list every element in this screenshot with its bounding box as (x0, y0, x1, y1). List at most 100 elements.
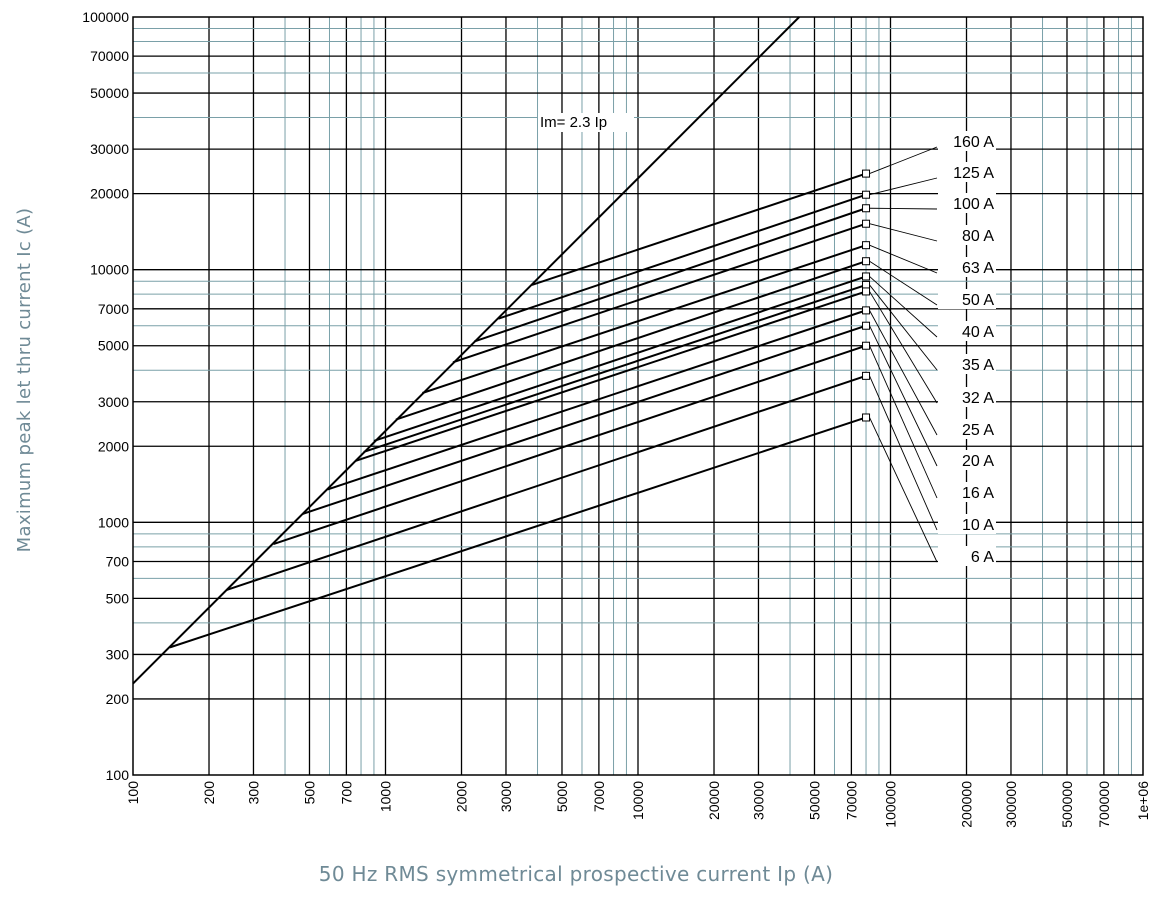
x-tick-label: 700 (338, 781, 354, 805)
x-tick-label: 300 (245, 781, 261, 805)
x-tick-label: 200000 (959, 781, 975, 828)
series-leader-line (869, 146, 938, 175)
series-leader-line (869, 260, 938, 306)
series-label-bg (938, 387, 996, 407)
series-label: 32 A (962, 390, 994, 407)
y-tick-label: 700 (106, 553, 130, 569)
series-line (452, 222, 867, 364)
x-tick-label: 100000 (883, 781, 899, 828)
x-tick-label: 3000 (498, 781, 514, 812)
series-line (498, 193, 867, 320)
series-label-bg (938, 225, 996, 245)
x-tick-label: 500 (301, 781, 317, 805)
series-label-bg (938, 354, 996, 374)
series-label-bg (938, 450, 996, 470)
series-endpoint-marker (862, 341, 871, 350)
x-tick-label: 500000 (1059, 781, 1075, 828)
series-endpoint-marker (862, 204, 871, 213)
y-tick-label: 30000 (90, 141, 129, 157)
reference-label-bg (538, 113, 634, 132)
series-label: 80 A (962, 228, 994, 245)
series-leader-line (869, 244, 938, 274)
series-leader-line (869, 291, 938, 404)
y-tick-label: 10000 (90, 262, 129, 278)
series-label-bg (938, 321, 996, 341)
x-tick-label: 50000 (806, 781, 822, 820)
x-tick-label: 30000 (750, 781, 766, 820)
series-line (327, 309, 867, 491)
series-endpoint-marker (862, 321, 871, 330)
series-line (226, 374, 867, 591)
series-label: 25 A (962, 422, 994, 439)
series-line (302, 324, 867, 515)
y-tick-label: 1000 (98, 514, 129, 530)
series-label-bg (938, 419, 996, 439)
y-tick-label: 100 (106, 767, 130, 783)
x-tick-label: 300000 (1003, 781, 1019, 828)
y-tick-label: 20000 (90, 186, 129, 202)
x-tick-label: 1e+06 (1135, 781, 1151, 821)
series-endpoint-marker (862, 190, 871, 199)
y-axis-title: Maximum peak let thru current Ic (A) (14, 207, 35, 553)
series-leader-line (869, 207, 938, 210)
series-label: 100 A (953, 196, 994, 213)
series-endpoint-marker (862, 371, 871, 380)
y-tick-label: 3000 (98, 394, 129, 410)
x-axis-title: 50 Hz RMS symmetrical prospective curren… (318, 862, 834, 886)
x-tick-label: 7000 (591, 781, 607, 812)
series-endpoint-marker (862, 287, 871, 296)
series-label: 20 A (962, 453, 994, 470)
y-tick-label: 7000 (98, 301, 129, 317)
series-line (363, 283, 867, 453)
reference-line (132, 16, 800, 685)
series-line (395, 260, 867, 421)
series-endpoint-marker (862, 306, 871, 315)
series-label-bg (938, 482, 996, 502)
series-line (531, 172, 867, 286)
series-endpoint-marker (862, 280, 871, 289)
series-endpoint-marker (862, 272, 871, 281)
series-line (373, 275, 867, 442)
series-label: 10 A (962, 517, 994, 534)
series-label-bg (938, 289, 996, 309)
series-label-bg (938, 546, 996, 566)
x-tick-label: 20000 (706, 781, 722, 820)
x-tick-label: 5000 (554, 781, 570, 812)
series-label-bg (938, 193, 996, 213)
series-label: 40 A (962, 324, 994, 341)
series-line (474, 207, 867, 343)
series-leader-line (869, 284, 938, 371)
series-label: 35 A (962, 357, 994, 374)
plot-frame (132, 16, 1144, 776)
series-endpoint-marker (862, 241, 871, 250)
series-label-bg (938, 514, 996, 534)
series-label-bg (938, 131, 996, 151)
y-tick-label: 500 (106, 590, 130, 606)
y-tick-label: 100000 (82, 9, 129, 25)
series-endpoint-marker (862, 169, 871, 178)
y-tick-label: 200 (106, 691, 130, 707)
series-label: 125 A (953, 165, 994, 182)
series-leader-line (869, 310, 938, 436)
series-label: 16 A (962, 485, 994, 502)
series-line (273, 344, 867, 546)
series-leader-line (869, 177, 938, 196)
y-tick-label: 70000 (90, 48, 129, 64)
x-tick-label: 200 (201, 781, 217, 805)
y-tick-label: 5000 (98, 338, 129, 354)
series-leader-line (869, 325, 938, 467)
series-label-bg (938, 257, 996, 277)
series-label: 6 A (971, 549, 994, 566)
x-tick-label: 700000 (1096, 781, 1112, 828)
series-label: 50 A (962, 292, 994, 309)
y-tick-label: 2000 (98, 438, 129, 454)
series-line (355, 290, 867, 462)
x-tick-label: 1000 (378, 781, 394, 812)
x-tick-label: 70000 (843, 781, 859, 820)
series-label-bg (938, 162, 996, 182)
series-label: 160 A (953, 134, 994, 151)
x-tick-label: 2000 (454, 781, 470, 812)
series-line (422, 244, 867, 394)
